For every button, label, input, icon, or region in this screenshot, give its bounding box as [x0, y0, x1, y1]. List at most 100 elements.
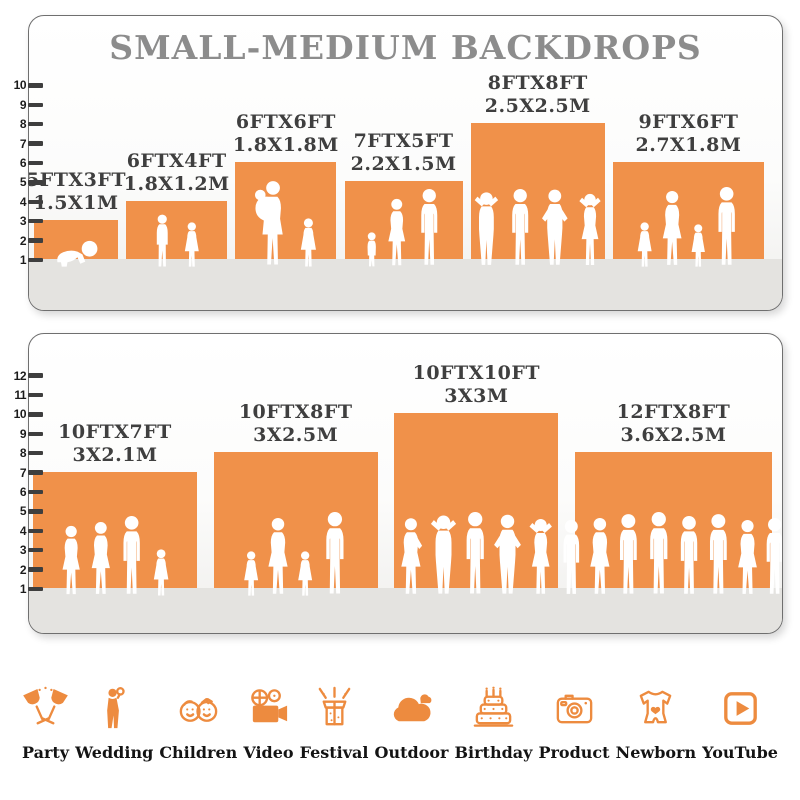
size-m-text: 2.5X2.5M [484, 95, 591, 118]
people-silhouette-group [558, 511, 782, 597]
chart-title: SMALL-MEDIUM BACKDROPS [109, 28, 702, 67]
man-silhouette-icon [563, 519, 580, 594]
tick-number: 2 [19, 562, 27, 577]
people-silhouette-group [635, 186, 741, 268]
floor-strip [29, 588, 782, 633]
backdrop-bar-6ftx4ft: 6FTX4FT 1.8X1.2M [124, 150, 229, 267]
man-silhouette-icon [326, 512, 344, 594]
tick-number: 6 [19, 485, 27, 499]
backdrop-size-label: 10FTX10FT 3X3M [413, 362, 540, 408]
man-silhouette-icon [718, 187, 735, 265]
party-glasses-icon [22, 685, 70, 726]
backdrop-size-label: 10FTX8FT 3X2.5M [239, 401, 353, 447]
backdrop-bar-10ftx10ft: 10FTX10FT 3X3M [394, 362, 559, 594]
category-festival: Festival [300, 685, 369, 762]
woman-hand-on-hip-silhouette-icon [401, 518, 423, 594]
category-video: Video [243, 685, 294, 762]
children-faces-icon [179, 698, 218, 722]
girl-silhouette-icon [300, 218, 317, 267]
man-silhouette-icon [619, 514, 637, 594]
backdrop-bar-6ftx6ft: 6FTX6FT 1.8X1.8M [233, 111, 338, 267]
man-silhouette-icon [710, 514, 728, 594]
woman-silhouette-icon [91, 521, 110, 594]
category-label: Product [538, 743, 610, 762]
man-silhouette-icon [680, 516, 698, 594]
backdrop-size-label: 9FTX6FT 2.7X1.8M [635, 111, 741, 157]
woman-silhouette-icon [589, 517, 610, 594]
medium-backdrops-chart-panel: 10FTX7FT 3X2.1M 10FTX8FT 3X2.5M 10FTX10F… [28, 333, 783, 634]
category-label: Party [22, 743, 70, 762]
people-silhouette-group [363, 188, 443, 268]
backdrop-bar-10ftx7ft: 10FTX7FT 3X2.1M [33, 421, 197, 596]
girl-silhouette-icon [153, 549, 169, 596]
backdrop-bar-10ftx8ft: 10FTX8FT 3X2.5M [213, 401, 378, 596]
boy-silhouette-icon [156, 214, 168, 267]
category-label: Children [159, 743, 238, 762]
size-ft-text: 5FTX3FT [28, 169, 126, 192]
category-label: Outdoor [374, 743, 449, 762]
girl-silhouette-icon [692, 224, 706, 267]
tick-number: 12 [13, 368, 27, 383]
tick-number: 5 [19, 175, 27, 190]
girl-silhouette-icon [298, 551, 313, 596]
size-ft-text: 6FTX6FT [235, 111, 336, 134]
tick-number: 7 [19, 136, 27, 151]
woman-silhouette-icon [737, 519, 757, 594]
product-camera-icon [556, 694, 592, 724]
category-outdoor: Outdoor [374, 685, 449, 762]
size-ft-text: 7FTX5FT [353, 130, 454, 153]
girl-silhouette-icon [243, 551, 258, 596]
backdrop-size-label: 7FTX5FT 2.2X1.5M [351, 130, 457, 176]
size-m-text: 2.2X1.5M [350, 153, 457, 176]
baby-crawling-silhouette-icon [57, 240, 98, 267]
people-silhouette-group [241, 511, 350, 597]
backdrop-size-label: 8FTX8FT 2.5X2.5M [485, 72, 591, 118]
girl-silhouette-icon [638, 222, 653, 267]
category-party: Party [22, 685, 69, 762]
backdrop-bar-8ftx8ft: 8FTX8FT 2.5X2.5M [470, 72, 605, 265]
backdrop-size-label: 10FTX7FT 3X2.1M [58, 421, 172, 467]
woman-silhouette-icon [62, 525, 80, 595]
man-silhouette-icon [421, 188, 438, 265]
size-m-text: 3X3M [444, 385, 509, 408]
tick-number: 9 [19, 97, 27, 112]
people-silhouette-group [53, 238, 99, 268]
woman-arms-up-silhouette-icon [529, 519, 552, 594]
floor-strip [29, 259, 782, 310]
people-silhouette-group [59, 515, 171, 597]
man-arms-up-silhouette-icon [430, 515, 456, 594]
backdrop-bar-7ftx5ft: 7FTX5FT 2.2X1.5M [344, 130, 463, 267]
backdrop-size-label: 5FTX3FT 1.5X1M [28, 169, 126, 215]
man-arms-up-silhouette-icon [474, 192, 498, 265]
youtube-play-icon [723, 692, 757, 725]
size-ft-text: 12FTX8FT [616, 401, 731, 424]
size-m-text: 1.8X1.2M [123, 173, 230, 196]
video-camera-icon [251, 689, 289, 724]
newborn-onesie-icon [639, 690, 672, 724]
tick-number: 3 [19, 214, 27, 229]
toddler-silhouette-icon [367, 232, 376, 267]
tick-number: 6 [19, 156, 27, 170]
tick-number: 8 [19, 446, 27, 461]
size-ft-text: 6FTX4FT [126, 150, 227, 173]
man-hands-on-hips-silhouette-icon [494, 514, 522, 594]
bars-row-bottom: 10FTX7FT 3X2.1M 10FTX8FT 3X2.5M 10FTX10F… [33, 362, 782, 596]
people-silhouette-group [253, 180, 319, 268]
man-silhouette-icon [766, 517, 782, 594]
girl-silhouette-icon [184, 222, 199, 267]
category-row: Party Wedding Children Video Festival Ou… [0, 660, 800, 762]
tick-number: 2 [19, 233, 27, 248]
category-label: YouTube [702, 743, 778, 762]
backdrop-size-label: 12FTX8FT 3.6X2.5M [617, 401, 731, 447]
backdrop-size-label: 6FTX6FT 1.8X1.8M [233, 111, 339, 157]
tick-number: 10 [13, 407, 27, 422]
category-birthday: Birthday [455, 685, 532, 762]
size-m-text: 3.6X2.5M [620, 424, 727, 447]
man-silhouette-icon [123, 516, 141, 594]
backdrop-bar-12ftx8ft: 12FTX8FT 3.6X2.5M [563, 401, 782, 594]
backdrop-size-label: 6FTX4FT 1.8X1.2M [124, 150, 230, 196]
woman-silhouette-icon [388, 198, 406, 266]
size-m-text: 1.8X1.8M [232, 134, 339, 157]
tick-number: 10 [13, 78, 27, 93]
category-label: Video [243, 743, 294, 762]
